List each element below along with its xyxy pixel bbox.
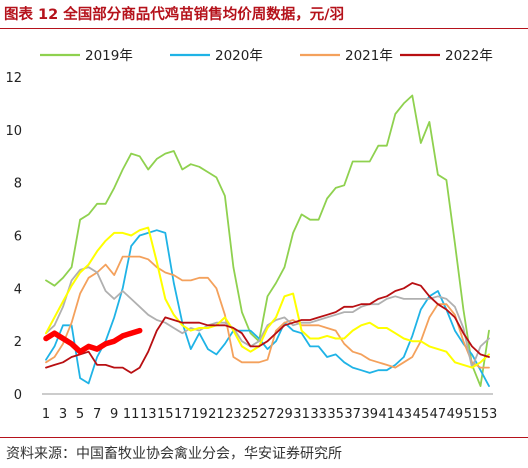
legend-label: 2020年 xyxy=(215,48,263,64)
x-tick-label: 49 xyxy=(447,407,464,422)
x-tick-label: 19 xyxy=(191,407,208,422)
x-tick-label: 33 xyxy=(310,407,327,422)
y-tick-label: 4 xyxy=(14,282,22,297)
title-rule xyxy=(0,28,528,29)
x-tick-label: 1 xyxy=(42,407,50,422)
legend-label: 2021年 xyxy=(345,48,393,64)
x-tick-label: 45 xyxy=(413,407,430,422)
x-tick-label: 23 xyxy=(225,407,242,422)
x-tick-label: 15 xyxy=(157,407,174,422)
series-line-unlabeled-3 xyxy=(45,266,490,369)
series-line-2019年 xyxy=(45,94,490,388)
x-tick-label: 11 xyxy=(123,407,140,422)
series-line-2022年 xyxy=(45,282,490,374)
series-line-2021年 xyxy=(45,255,490,369)
x-tick-label: 37 xyxy=(344,407,361,422)
series-line-unlabeled-4 xyxy=(45,226,490,369)
x-tick-label: 39 xyxy=(361,407,378,422)
x-tick-label: 31 xyxy=(293,407,310,422)
x-tick-label: 5 xyxy=(76,407,84,422)
series-line-unlabeled-6 xyxy=(43,327,143,355)
legend-label: 2022年 xyxy=(445,48,493,64)
y-tick-label: 10 xyxy=(5,124,22,139)
y-tick-label: 12 xyxy=(5,71,22,86)
source-note: 资料来源：中国畜牧业协会禽业分会，华安证券研究所 xyxy=(6,446,342,462)
x-tick-label: 3 xyxy=(59,407,67,422)
x-tick-label: 7 xyxy=(93,407,101,422)
x-tick-label: 25 xyxy=(242,407,259,422)
x-tick-label: 9 xyxy=(110,407,118,422)
y-tick-label: 0 xyxy=(14,388,22,403)
x-tick-label: 17 xyxy=(174,407,191,422)
legend-label: 2019年 xyxy=(85,48,133,64)
x-tick-label: 51 xyxy=(464,407,481,422)
y-tick-label: 2 xyxy=(14,335,22,350)
y-tick-label: 8 xyxy=(14,177,22,192)
y-tick-label: 6 xyxy=(14,230,22,245)
x-tick-label: 13 xyxy=(140,407,157,422)
source-rule xyxy=(0,437,528,438)
series-line-2020年 xyxy=(45,229,490,388)
figure-title: 图表 12 全国部分商品代鸡苗销售均价周数据，元/羽 xyxy=(4,7,345,23)
x-tick-label: 21 xyxy=(208,407,225,422)
x-tick-label: 35 xyxy=(327,407,344,422)
x-tick-label: 41 xyxy=(378,407,395,422)
x-tick-label: 43 xyxy=(396,407,413,422)
x-tick-label: 29 xyxy=(276,407,293,422)
x-tick-label: 53 xyxy=(481,407,498,422)
x-tick-label: 47 xyxy=(430,407,447,422)
x-tick-label: 27 xyxy=(259,407,276,422)
